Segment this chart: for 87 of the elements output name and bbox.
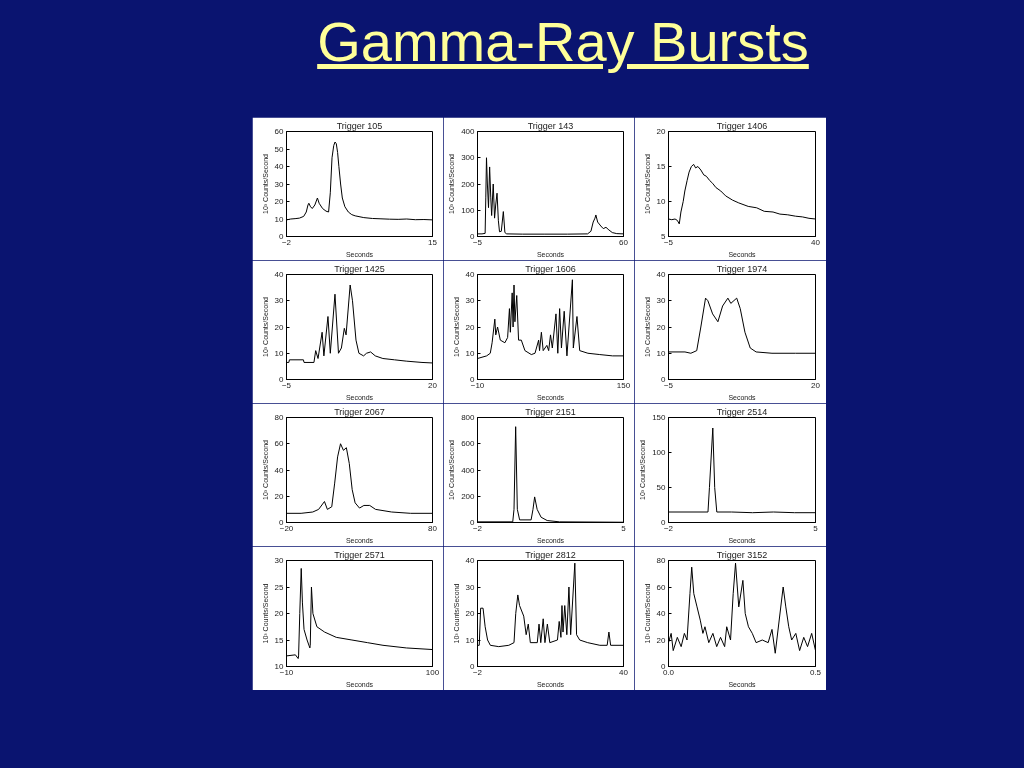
y-tick-label: 40 xyxy=(274,162,285,171)
y-tick-label: 0 xyxy=(470,518,476,527)
y-tick-label: 20 xyxy=(274,197,285,206)
y-tick-label: 0 xyxy=(661,375,667,384)
y-tick-label: 30 xyxy=(274,179,285,189)
chart-title: Trigger 2514 xyxy=(716,406,768,417)
chart-title: Trigger 1406 xyxy=(716,120,768,131)
y-tick-label: 30 xyxy=(274,556,285,565)
y-tick-label: 0 xyxy=(661,662,667,671)
y-tick-label: 200 xyxy=(461,179,476,189)
y-tick-label: 20 xyxy=(656,127,667,136)
chart-title: Trigger 2067 xyxy=(334,406,385,417)
y-tick-label: 0 xyxy=(279,232,285,241)
chart-title: Trigger 105 xyxy=(336,120,383,131)
y-tick-label: 0 xyxy=(279,518,285,527)
x-tick-label: 0.5 xyxy=(809,667,822,677)
y-tick-label: 300 xyxy=(461,153,476,163)
text: Gamma-Ray Bursts xyxy=(317,10,809,73)
y-tick-label: 150 xyxy=(652,413,667,422)
line-series xyxy=(477,279,624,359)
y-tick-label: 60 xyxy=(274,439,285,449)
y-tick-label: 40 xyxy=(656,609,667,618)
chart-title: Trigger 2151 xyxy=(525,406,576,417)
y-tick-label: 10 xyxy=(274,348,285,358)
y-tick-label: 60 xyxy=(656,582,667,592)
y-tick-label: 100 xyxy=(461,205,476,215)
y-tick-label: 10 xyxy=(274,662,285,671)
y-tick-label: 400 xyxy=(461,127,476,136)
x-tick-label: 150 xyxy=(616,380,631,390)
y-tick-label: 20 xyxy=(465,322,476,332)
x-tick-label: 80 xyxy=(428,523,438,533)
x-tick-label: 20 xyxy=(811,380,821,390)
x-tick-label: 5 xyxy=(813,523,819,533)
y-tick-label: 800 xyxy=(461,413,476,422)
y-tick-label: 50 xyxy=(656,483,667,492)
chart-title: Trigger 2571 xyxy=(334,549,385,560)
y-tick-label: 60 xyxy=(274,127,285,136)
y-tick-label: 0 xyxy=(470,375,476,384)
y-tick-label: 0 xyxy=(661,518,667,527)
y-tick-label: 200 xyxy=(461,491,476,501)
chart-title: Trigger 2812 xyxy=(525,549,576,560)
y-tick-label: 30 xyxy=(274,296,285,306)
y-tick-label: 0 xyxy=(470,662,476,671)
y-tick-label: 15 xyxy=(274,635,285,645)
y-tick-label: 40 xyxy=(656,270,667,279)
chart-title: Trigger 1606 xyxy=(525,263,576,274)
y-tick-label: 80 xyxy=(274,413,285,422)
y-tick-label: 20 xyxy=(274,491,285,501)
y-tick-label: 10 xyxy=(656,348,667,358)
y-tick-label: 100 xyxy=(652,448,667,457)
x-tick-label: 20 xyxy=(428,380,438,390)
y-tick-label: 40 xyxy=(465,270,476,279)
y-tick-label: 20 xyxy=(274,609,285,618)
y-tick-label: 40 xyxy=(274,465,285,475)
y-tick-label: 30 xyxy=(656,296,667,306)
y-tick-label: 10 xyxy=(465,635,476,645)
y-tick-label: 20 xyxy=(274,322,285,332)
chart-title: Trigger 1974 xyxy=(716,263,768,274)
y-tick-label: 50 xyxy=(274,144,285,154)
y-tick-label: 10 xyxy=(274,214,285,224)
x-tick-label: 100 xyxy=(425,667,440,677)
y-tick-label: 400 xyxy=(461,465,476,475)
y-tick-label: 20 xyxy=(656,322,667,332)
y-tick-label: 40 xyxy=(274,270,285,279)
x-tick-label: 5 xyxy=(621,523,627,533)
y-tick-label: 10 xyxy=(465,348,476,358)
x-tick-label: 60 xyxy=(619,237,629,247)
y-tick-label: 80 xyxy=(656,556,667,565)
line-series xyxy=(286,443,433,514)
y-tick-label: 15 xyxy=(656,162,667,171)
y-tick-label: 30 xyxy=(465,296,476,306)
y-tick-label: 0 xyxy=(279,375,285,384)
chart-title: Trigger 1425 xyxy=(334,263,385,274)
y-tick-label: 40 xyxy=(465,556,476,565)
chart-title: Trigger 143 xyxy=(527,120,574,131)
x-tick-label: 15 xyxy=(428,237,438,247)
y-tick-label: 30 xyxy=(465,582,476,592)
y-tick-label: 0 xyxy=(470,232,476,241)
line-series xyxy=(668,427,816,514)
y-tick-label: 25 xyxy=(274,582,285,592)
y-tick-label: 600 xyxy=(461,439,476,449)
y-tick-label: 20 xyxy=(465,609,476,618)
x-tick-label: 40 xyxy=(619,667,629,677)
x-tick-label: 40 xyxy=(811,237,821,247)
chart-title: Trigger 3152 xyxy=(716,549,768,560)
y-tick-label: 10 xyxy=(656,197,667,206)
y-tick-label: 20 xyxy=(656,635,667,645)
